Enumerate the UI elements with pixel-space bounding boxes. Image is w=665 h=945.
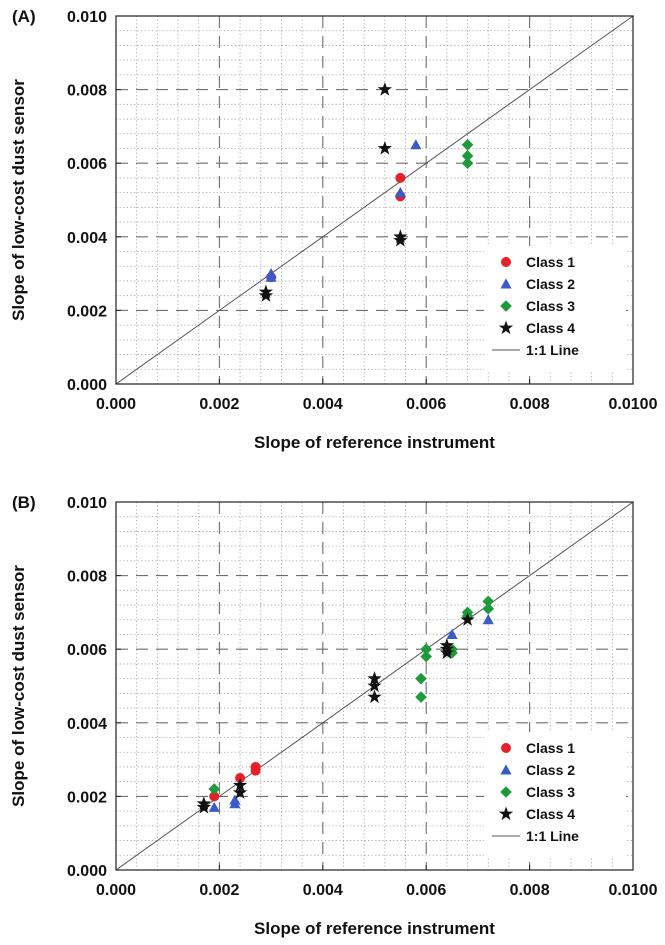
data-point — [461, 150, 474, 162]
x-tick-label: 0.006 — [406, 882, 446, 899]
panel-label: (A) — [12, 7, 36, 26]
x-tick-label: 0.002 — [199, 882, 239, 899]
series-class-4 — [196, 612, 475, 814]
x-axis-title: Slope of reference instrument — [254, 919, 495, 938]
data-point — [232, 777, 248, 792]
x-tick-label: 0.0100 — [609, 396, 658, 413]
data-point — [367, 689, 382, 704]
legend: Class 1 Class 2 Class 3 Class 4 1:1 Line — [484, 732, 626, 857]
legend-marker — [498, 806, 514, 821]
data-point — [367, 671, 382, 685]
data-point — [265, 271, 277, 282]
data-point — [209, 791, 220, 802]
y-tick-label: 0.010 — [67, 495, 107, 512]
series-class-3 — [461, 139, 474, 169]
data-point — [439, 645, 455, 659]
y-axis-title: Slope of low-cost dust sensor — [9, 79, 28, 321]
data-point — [196, 799, 212, 814]
data-point — [395, 172, 406, 183]
data-point — [461, 139, 474, 151]
data-point — [394, 187, 406, 198]
data-point — [393, 232, 408, 247]
x-axis-title: Slope of reference instrument — [254, 433, 495, 452]
y-tick-label: 0.006 — [67, 156, 107, 173]
x-tick-label: 0.0100 — [609, 882, 658, 899]
data-point — [367, 678, 382, 693]
legend-marker — [500, 278, 512, 289]
data-point — [420, 650, 432, 663]
data-points — [196, 595, 495, 814]
y-tick-label: 0.008 — [67, 569, 107, 586]
data-point — [229, 798, 241, 809]
data-point — [208, 783, 221, 795]
y-tick-label: 0.004 — [67, 230, 107, 247]
data-point — [482, 595, 495, 608]
legend-label: 1:1 Line — [526, 828, 579, 844]
plot-frame — [115, 15, 634, 385]
legend-label: 1:1 Line — [526, 342, 579, 358]
y-tick-label: 0.002 — [67, 303, 107, 320]
x-tick-label: 0.008 — [510, 396, 550, 413]
legend-label: Class 3 — [526, 784, 575, 800]
y-tick-label: 0.010 — [67, 9, 107, 26]
y-tick-label: 0.000 — [67, 863, 107, 880]
x-tick-label: 0.004 — [303, 882, 343, 899]
panel-label: (B) — [12, 493, 36, 512]
data-points — [258, 82, 474, 302]
data-point — [258, 288, 274, 302]
data-point — [446, 628, 458, 639]
data-point — [482, 602, 495, 615]
data-point — [461, 157, 474, 169]
x-tick-label: 0.000 — [96, 882, 136, 899]
legend-label: Class 3 — [526, 298, 575, 314]
data-point — [482, 614, 494, 625]
data-point — [377, 140, 392, 155]
legend-label: Class 1 — [526, 740, 575, 756]
y-tick-label: 0.006 — [67, 642, 107, 659]
data-point — [410, 139, 422, 150]
x-tick-label: 0.008 — [510, 882, 550, 899]
data-point — [420, 643, 432, 655]
legend-marker — [501, 743, 511, 753]
series-class-4 — [258, 82, 408, 302]
legend-marker — [500, 300, 512, 312]
legend-label: Class 1 — [526, 254, 575, 270]
data-point — [446, 647, 458, 659]
x-tick-label: 0.002 — [199, 396, 239, 413]
legend-marker — [498, 320, 514, 335]
data-point — [232, 785, 248, 799]
series-class-2 — [265, 139, 422, 282]
y-axis-title: Slope of low-cost dust sensor — [9, 565, 28, 807]
data-point — [250, 765, 261, 776]
legend: Class 1 Class 2 Class 3 Class 4 1:1 Line — [484, 246, 626, 371]
legend-label: Class 2 — [526, 762, 575, 778]
legend-label: Class 4 — [526, 320, 575, 336]
reference-line-1-1 — [115, 15, 634, 385]
panel-b: 0.000 0.002 0.004 0.006 0.008 0.0100 0.000 0.00… — [9, 493, 658, 938]
y-tick-label: 0.002 — [67, 789, 107, 806]
data-point — [377, 82, 392, 96]
data-point — [460, 612, 475, 626]
y-tick-label: 0.004 — [67, 716, 107, 733]
x-tick-label: 0.000 — [96, 396, 136, 413]
x-tick-label: 0.004 — [303, 396, 343, 413]
y-tick-label: 0.000 — [67, 377, 107, 394]
y-tick-label: 0.008 — [67, 83, 107, 100]
plot-frame — [115, 501, 634, 871]
series-class-2 — [208, 614, 494, 812]
legend-marker — [500, 786, 512, 798]
panel-a: 0.000 0.002 0.004 0.006 0.008 0.0100 0.000 0.00… — [9, 7, 658, 452]
data-point — [415, 672, 427, 685]
data-point — [208, 801, 220, 812]
x-tick-label: 0.006 — [406, 396, 446, 413]
legend-marker — [500, 764, 512, 775]
data-point — [415, 691, 427, 703]
legend-marker — [501, 257, 511, 267]
series-class-1 — [209, 761, 261, 802]
legend-label: Class 2 — [526, 276, 575, 292]
legend-label: Class 4 — [526, 806, 575, 822]
